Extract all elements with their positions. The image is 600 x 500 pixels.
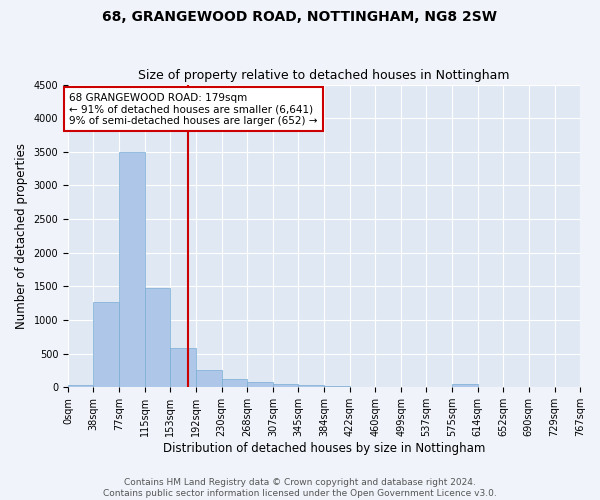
Bar xyxy=(94,302,119,387)
Bar xyxy=(247,382,273,387)
Text: Contains HM Land Registry data © Crown copyright and database right 2024.
Contai: Contains HM Land Registry data © Crown c… xyxy=(103,478,497,498)
Bar xyxy=(119,152,145,387)
X-axis label: Distribution of detached houses by size in Nottingham: Distribution of detached houses by size … xyxy=(163,442,485,455)
Bar xyxy=(273,384,298,387)
Text: 68, GRANGEWOOD ROAD, NOTTINGHAM, NG8 2SW: 68, GRANGEWOOD ROAD, NOTTINGHAM, NG8 2SW xyxy=(103,10,497,24)
Text: 68 GRANGEWOOD ROAD: 179sqm
← 91% of detached houses are smaller (6,641)
9% of se: 68 GRANGEWOOD ROAD: 179sqm ← 91% of deta… xyxy=(70,92,318,126)
Bar xyxy=(68,385,94,387)
Y-axis label: Number of detached properties: Number of detached properties xyxy=(15,143,28,329)
Bar xyxy=(325,386,350,387)
Bar xyxy=(298,385,325,387)
Bar xyxy=(221,379,247,387)
Bar xyxy=(170,348,196,387)
Bar xyxy=(350,386,375,387)
Bar xyxy=(145,288,170,387)
Bar xyxy=(196,370,221,387)
Title: Size of property relative to detached houses in Nottingham: Size of property relative to detached ho… xyxy=(138,69,510,82)
Bar xyxy=(452,384,478,387)
